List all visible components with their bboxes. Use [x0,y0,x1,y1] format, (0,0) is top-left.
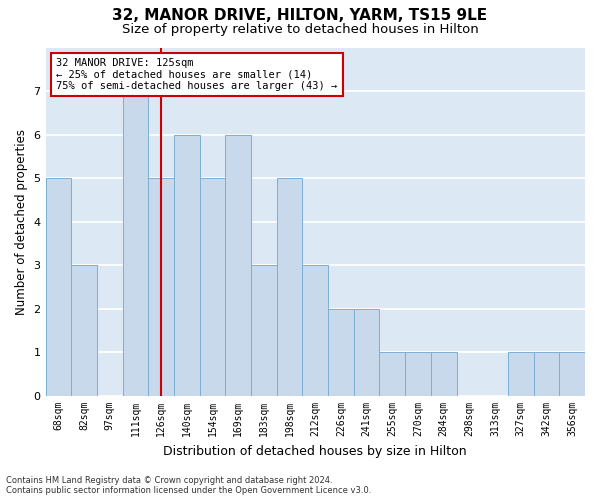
Bar [148,178,174,396]
Bar [508,352,533,396]
Bar [277,178,302,396]
Y-axis label: Number of detached properties: Number of detached properties [15,129,28,315]
Bar [431,352,457,396]
Bar [71,266,97,396]
Bar [302,266,328,396]
Bar [200,178,226,396]
Bar [379,352,405,396]
Bar [354,309,379,396]
Bar [251,266,277,396]
Bar [226,134,251,396]
Text: 32 MANOR DRIVE: 125sqm
← 25% of detached houses are smaller (14)
75% of semi-det: 32 MANOR DRIVE: 125sqm ← 25% of detached… [56,58,338,91]
Text: Size of property relative to detached houses in Hilton: Size of property relative to detached ho… [122,22,478,36]
Text: 32, MANOR DRIVE, HILTON, YARM, TS15 9LE: 32, MANOR DRIVE, HILTON, YARM, TS15 9LE [112,8,488,22]
X-axis label: Distribution of detached houses by size in Hilton: Distribution of detached houses by size … [163,444,467,458]
Bar [46,178,71,396]
Bar [533,352,559,396]
Bar [174,134,200,396]
Bar [122,91,148,396]
Bar [405,352,431,396]
Bar [559,352,585,396]
Text: Contains HM Land Registry data © Crown copyright and database right 2024.
Contai: Contains HM Land Registry data © Crown c… [6,476,371,495]
Bar [328,309,354,396]
